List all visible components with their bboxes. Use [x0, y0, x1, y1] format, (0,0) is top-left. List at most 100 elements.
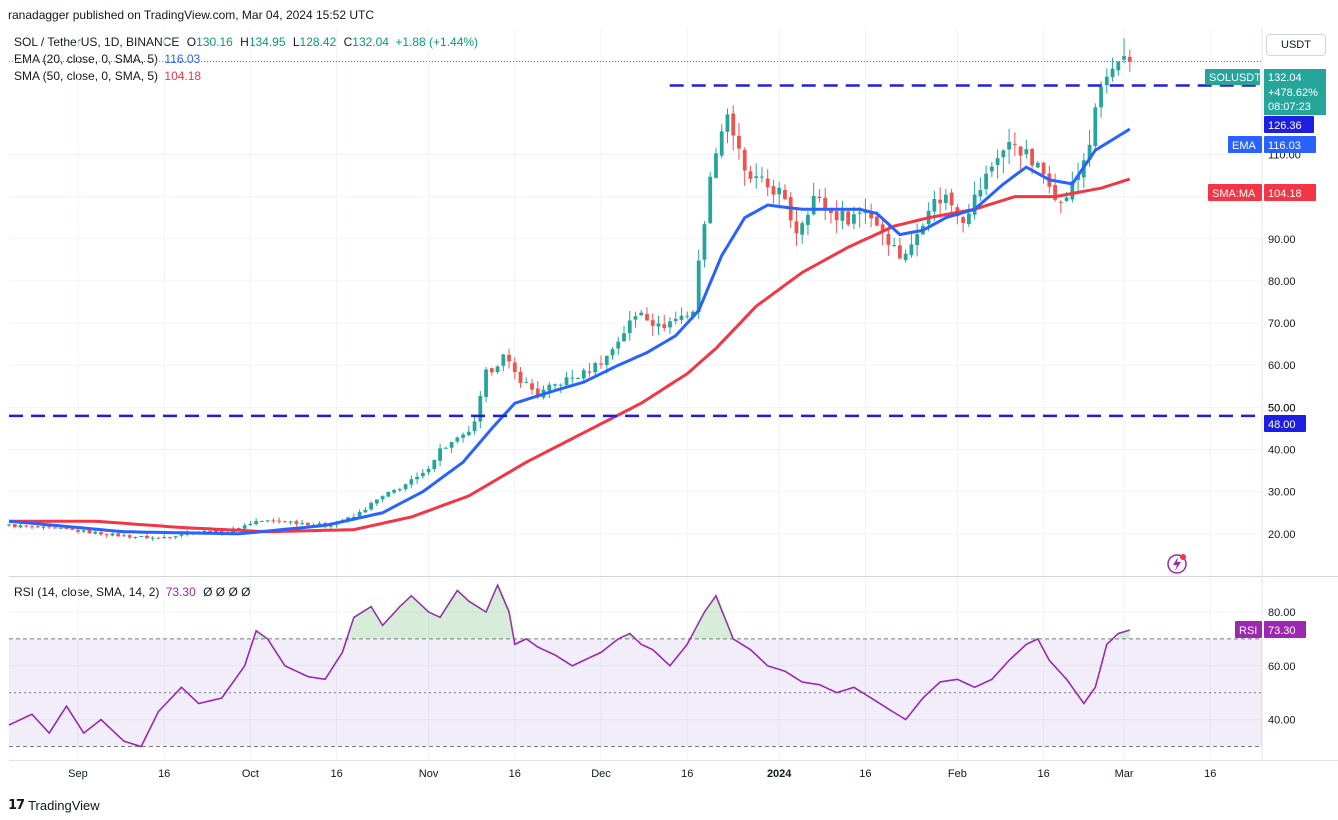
- candle-body: [64, 528, 69, 530]
- candle-body: [248, 524, 253, 526]
- candle-body: [334, 522, 339, 525]
- last-price-value: 132.04: [1268, 72, 1302, 84]
- time-tick-label: 16: [1204, 768, 1216, 780]
- candle-body: [104, 534, 109, 536]
- candle-body: [294, 521, 299, 524]
- candle-body: [116, 533, 121, 537]
- candle-body: [518, 371, 523, 383]
- close-value: 132.04: [352, 35, 389, 49]
- candle-body: [346, 517, 351, 521]
- candle-body: [788, 197, 793, 221]
- candle-body: [214, 530, 218, 534]
- rsi-value-tag-box: [1264, 621, 1306, 638]
- change-value: +1.88 (+1.44%): [395, 35, 479, 49]
- candle-body: [731, 113, 736, 136]
- candle-body: [783, 189, 787, 200]
- candle-body: [76, 529, 80, 532]
- candle-body: [1104, 76, 1109, 86]
- candle-body: [903, 253, 908, 261]
- high-value: 134.95: [248, 35, 286, 49]
- candle-body: [576, 378, 580, 380]
- candle-body: [806, 214, 810, 225]
- candle-body: [99, 532, 103, 535]
- candle-body: [1122, 56, 1126, 60]
- candle-body: [173, 536, 178, 538]
- candle-body: [662, 324, 667, 329]
- symbol-tag-box: [1205, 69, 1260, 85]
- candle-body: [449, 442, 454, 448]
- time-tick-label: Nov: [419, 768, 439, 780]
- candle-body: [978, 190, 983, 197]
- candle-body: [179, 534, 184, 536]
- candle-body: [409, 479, 414, 485]
- time-tick-label: 16: [158, 768, 170, 780]
- candle-body: [277, 520, 282, 522]
- candle-body: [852, 214, 856, 224]
- candle-body: [139, 536, 144, 538]
- ema-line: [8, 127, 1131, 536]
- candle-body: [610, 349, 615, 356]
- candle-body: [691, 311, 695, 318]
- time-tick-label: 16: [681, 768, 693, 780]
- candle-body: [966, 213, 971, 224]
- resistance-value-tag-box: [1264, 116, 1314, 133]
- price-tick-label: 100.00: [1268, 192, 1302, 204]
- candle-body: [415, 476, 419, 480]
- low-label: L: [292, 35, 300, 49]
- candle-body: [386, 492, 391, 497]
- candle-body: [1093, 107, 1098, 147]
- candle-body: [374, 499, 379, 504]
- candle-body: [840, 210, 845, 221]
- candle-body: [679, 315, 684, 320]
- rsi-band-fill: [9, 638, 1262, 747]
- candle-body: [311, 524, 316, 526]
- candle-body: [156, 537, 161, 539]
- time-tick-label: Dec: [591, 768, 611, 780]
- candle-body: [1053, 185, 1057, 200]
- candle-body: [915, 234, 920, 246]
- candle-body: [231, 528, 236, 533]
- currency-button[interactable]: USDT: [1266, 34, 1326, 56]
- candle-body: [886, 234, 891, 245]
- candle-body: [93, 531, 98, 534]
- candle-body: [564, 377, 569, 386]
- candle-body: [650, 320, 655, 326]
- lightning-icon[interactable]: [1167, 554, 1187, 574]
- time-tick-label: Oct: [242, 768, 259, 780]
- price-tick-label: 90.00: [1268, 234, 1296, 246]
- candle-body: [685, 315, 690, 317]
- rsi-name-tag-box: [1235, 621, 1262, 638]
- candle-body: [7, 524, 11, 526]
- symbol-tag: SOLUSDT: [1209, 72, 1261, 84]
- price-tick-label: 60.00: [1268, 360, 1296, 372]
- candle-body: [633, 316, 638, 320]
- candle-body: [1058, 201, 1063, 203]
- ema-legend[interactable]: EMA (20, close, 0, SMA, 5) 116.03: [14, 52, 200, 66]
- candle-body: [1116, 61, 1121, 71]
- tradingview-footer[interactable]: 𝟭𝟳 TradingView: [8, 797, 100, 813]
- sma-name-tag-box: [1208, 184, 1262, 201]
- candle-body: [737, 135, 741, 149]
- ema-legend-value: 116.03: [164, 52, 201, 66]
- open-value: 130.16: [196, 35, 233, 49]
- candle-body: [857, 212, 862, 214]
- brand-name: TradingView: [28, 797, 100, 813]
- candle-body: [875, 216, 879, 226]
- candle-body: [869, 212, 874, 219]
- candle-body: [495, 366, 500, 373]
- candle-body: [363, 509, 368, 513]
- candle-body: [984, 173, 989, 190]
- price-tick-label: 40.00: [1268, 445, 1296, 457]
- price-tick-label: 20.00: [1268, 529, 1296, 541]
- candle-body: [202, 530, 207, 533]
- sma-legend-value: 104.18: [164, 69, 202, 83]
- candle-body: [219, 530, 224, 534]
- candle-body: [305, 522, 310, 526]
- rsi-legend[interactable]: RSI (14, close, SMA, 14, 2) 73.30 Ø Ø Ø …: [14, 585, 250, 599]
- symbol-legend[interactable]: SOL / TetherUS, 1D, BINANCE O130.16 H134…: [14, 35, 478, 49]
- candle-body: [897, 245, 902, 259]
- sma-legend[interactable]: SMA (50, close, 0, SMA, 5) 104.18: [14, 69, 201, 83]
- candle-body: [35, 526, 40, 528]
- candle-body: [570, 377, 575, 379]
